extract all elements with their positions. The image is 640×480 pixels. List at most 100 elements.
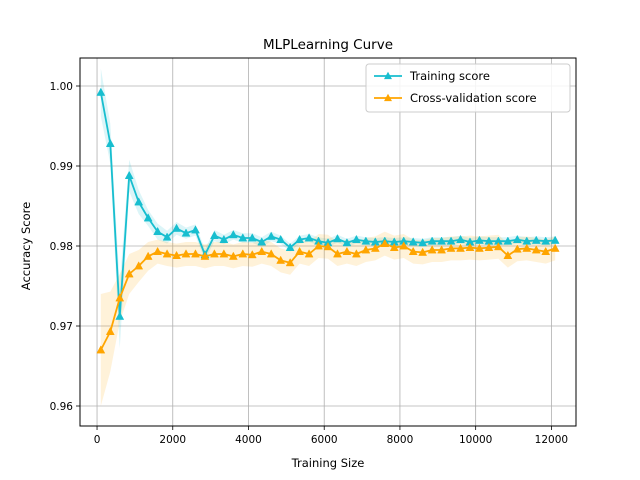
series-0-point <box>304 233 314 242</box>
x-tick-label: 2000 <box>159 434 186 446</box>
series-1-point <box>247 250 257 259</box>
series-0-point <box>503 236 513 245</box>
series-1-point <box>446 243 456 252</box>
series-1-point <box>181 249 191 258</box>
series-1-point <box>503 250 513 259</box>
series-0-point <box>105 138 115 147</box>
series-0-point <box>276 234 286 243</box>
series-0-point <box>475 235 484 244</box>
series-1-point <box>200 251 210 260</box>
x-axis-label: Training Size <box>291 456 365 470</box>
series-1-point <box>370 243 380 252</box>
y-tick-label: 0.99 <box>50 161 73 173</box>
series-1-point <box>522 243 532 252</box>
series-0-point <box>427 236 437 245</box>
y-tick-label: 0.98 <box>50 241 73 253</box>
series-1-point <box>333 249 342 258</box>
series-0-point <box>238 233 248 242</box>
series-1-point <box>257 246 267 255</box>
series-1-point <box>389 242 399 251</box>
series-0-point <box>134 197 144 206</box>
series-1-point <box>408 246 418 255</box>
series-0-point <box>210 230 219 239</box>
chart-title: MLPLearning Curve <box>263 37 393 53</box>
series-0-point <box>541 236 551 245</box>
series-1-point <box>351 249 361 258</box>
series-0-point <box>512 234 522 243</box>
series-1-point <box>115 293 125 302</box>
y-tick-label: 0.96 <box>50 401 74 413</box>
series-1-std-band <box>100 231 556 406</box>
series-0-point <box>531 235 541 244</box>
legend-label-1: Cross-validation score <box>410 91 537 105</box>
series-0-point <box>361 236 371 245</box>
series-1-point <box>134 261 144 270</box>
series-0-point <box>115 311 125 320</box>
series-1-point <box>162 249 172 258</box>
legend: Training score Cross-validation score <box>365 63 571 113</box>
y-tick-label: 1.00 <box>50 81 73 93</box>
series-1-point <box>512 244 522 253</box>
series-0-point <box>191 225 200 234</box>
series-0-point <box>172 223 181 232</box>
series-1-point <box>427 245 437 254</box>
series-1-point <box>475 243 484 252</box>
series-0-point <box>257 237 267 246</box>
series-1-point <box>380 238 390 247</box>
series-1-point <box>484 242 494 251</box>
series-1-point <box>437 245 446 254</box>
series-1-point <box>493 242 503 251</box>
legend-marker-1 <box>384 93 392 102</box>
series-0-point <box>228 230 238 239</box>
series-0-point <box>351 234 361 243</box>
series-0-point <box>295 234 305 243</box>
plot-area: 0 2000 4000 6000 8000 10000 12000 0.96 0.97 0.98 0… <box>50 57 577 446</box>
series-1-point <box>314 241 323 250</box>
y-axis-label: Accuracy Score <box>19 202 33 290</box>
series-1-point <box>456 243 465 252</box>
series-1-point <box>191 249 200 258</box>
legend-label-0: Training score <box>409 69 490 83</box>
series-1-point <box>143 251 153 260</box>
series-0-point <box>550 235 560 244</box>
series-0-point <box>247 233 257 242</box>
series-0-point <box>153 226 163 235</box>
series-1-point <box>285 258 295 267</box>
series-1-point <box>295 246 305 255</box>
series-1-point <box>219 249 229 258</box>
series-1-point <box>361 245 371 254</box>
series-1-point <box>418 247 428 256</box>
series-1-point <box>96 345 106 354</box>
series-1-point <box>238 249 248 258</box>
series-1-point <box>124 269 134 278</box>
series-0-point <box>418 238 428 247</box>
series-0-point <box>162 232 172 241</box>
series-1-point <box>323 242 333 251</box>
series-0-point <box>437 236 446 245</box>
series-1-point <box>266 249 276 258</box>
x-tick-label: 12000 <box>535 434 568 446</box>
x-tick-label: 8000 <box>387 434 414 446</box>
series-0-point <box>285 242 295 251</box>
x-tick-label: 6000 <box>311 434 338 446</box>
axes-frame <box>79 57 577 427</box>
series-1-point <box>465 242 475 251</box>
legend-marker-0 <box>384 71 392 80</box>
x-tick-label: 4000 <box>235 434 262 446</box>
series-1-point <box>550 243 560 252</box>
legend-box <box>365 63 571 113</box>
series-0-point <box>181 228 191 237</box>
x-tick-label: 10000 <box>459 434 492 446</box>
series-1-point <box>228 251 238 260</box>
series-1-point <box>304 249 314 258</box>
series-1-point <box>531 245 541 254</box>
series-0-point <box>456 234 465 243</box>
series-0-point <box>333 234 342 243</box>
series-1-point <box>276 255 286 264</box>
series-0-point <box>96 87 106 96</box>
series-1-point <box>399 241 409 250</box>
series-0-point <box>219 234 229 243</box>
series-1-point <box>210 249 219 258</box>
series-1-point <box>342 246 352 255</box>
